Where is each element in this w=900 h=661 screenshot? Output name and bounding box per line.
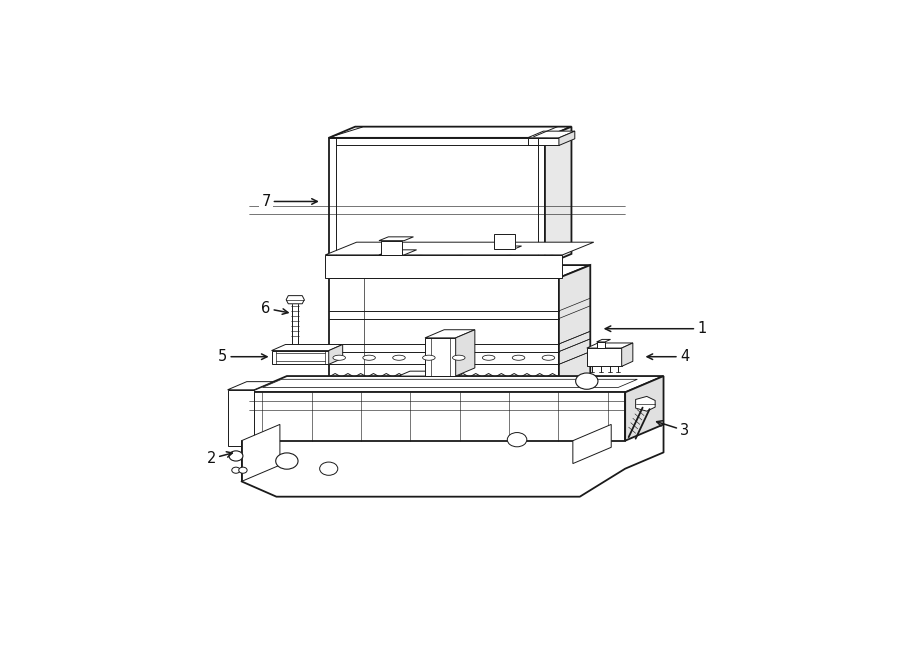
Polygon shape: [328, 127, 572, 138]
Circle shape: [576, 373, 598, 389]
Polygon shape: [263, 379, 637, 387]
Polygon shape: [587, 343, 633, 348]
Polygon shape: [425, 330, 475, 338]
Circle shape: [275, 453, 298, 469]
Polygon shape: [272, 344, 343, 350]
Text: 6: 6: [261, 301, 271, 316]
Circle shape: [238, 467, 248, 473]
Ellipse shape: [453, 355, 465, 360]
Polygon shape: [328, 278, 559, 390]
Ellipse shape: [392, 355, 405, 360]
Circle shape: [232, 467, 240, 473]
Polygon shape: [597, 339, 610, 342]
Polygon shape: [328, 265, 590, 278]
Polygon shape: [325, 242, 594, 255]
Polygon shape: [379, 250, 417, 255]
Polygon shape: [328, 344, 343, 364]
Polygon shape: [587, 348, 622, 366]
Polygon shape: [286, 295, 304, 304]
Circle shape: [508, 432, 526, 447]
Polygon shape: [559, 131, 575, 145]
Polygon shape: [241, 424, 280, 481]
Text: 2: 2: [207, 451, 216, 466]
Polygon shape: [597, 342, 605, 348]
Circle shape: [229, 451, 243, 461]
Polygon shape: [573, 424, 611, 463]
Polygon shape: [425, 338, 455, 376]
Polygon shape: [494, 246, 522, 249]
Polygon shape: [325, 255, 562, 278]
Text: 1: 1: [698, 321, 706, 336]
Text: 3: 3: [680, 423, 689, 438]
Ellipse shape: [423, 355, 435, 360]
Circle shape: [320, 462, 338, 475]
Text: 4: 4: [680, 349, 689, 364]
Polygon shape: [248, 393, 626, 441]
Polygon shape: [328, 138, 545, 265]
Polygon shape: [228, 390, 254, 446]
Polygon shape: [272, 350, 328, 364]
Polygon shape: [379, 237, 413, 241]
Polygon shape: [228, 381, 274, 390]
Polygon shape: [455, 330, 475, 376]
Polygon shape: [494, 234, 516, 249]
Polygon shape: [248, 376, 663, 393]
Text: 7: 7: [261, 194, 271, 209]
Polygon shape: [626, 376, 663, 441]
Polygon shape: [545, 127, 572, 265]
Polygon shape: [622, 343, 633, 366]
Ellipse shape: [333, 355, 346, 360]
Polygon shape: [381, 241, 402, 255]
Polygon shape: [527, 138, 559, 145]
Ellipse shape: [363, 355, 375, 360]
Polygon shape: [527, 131, 575, 138]
Ellipse shape: [542, 355, 554, 360]
Polygon shape: [635, 397, 655, 411]
Polygon shape: [559, 265, 590, 390]
Polygon shape: [399, 371, 445, 376]
Text: 5: 5: [218, 349, 228, 364]
Ellipse shape: [512, 355, 525, 360]
Ellipse shape: [482, 355, 495, 360]
